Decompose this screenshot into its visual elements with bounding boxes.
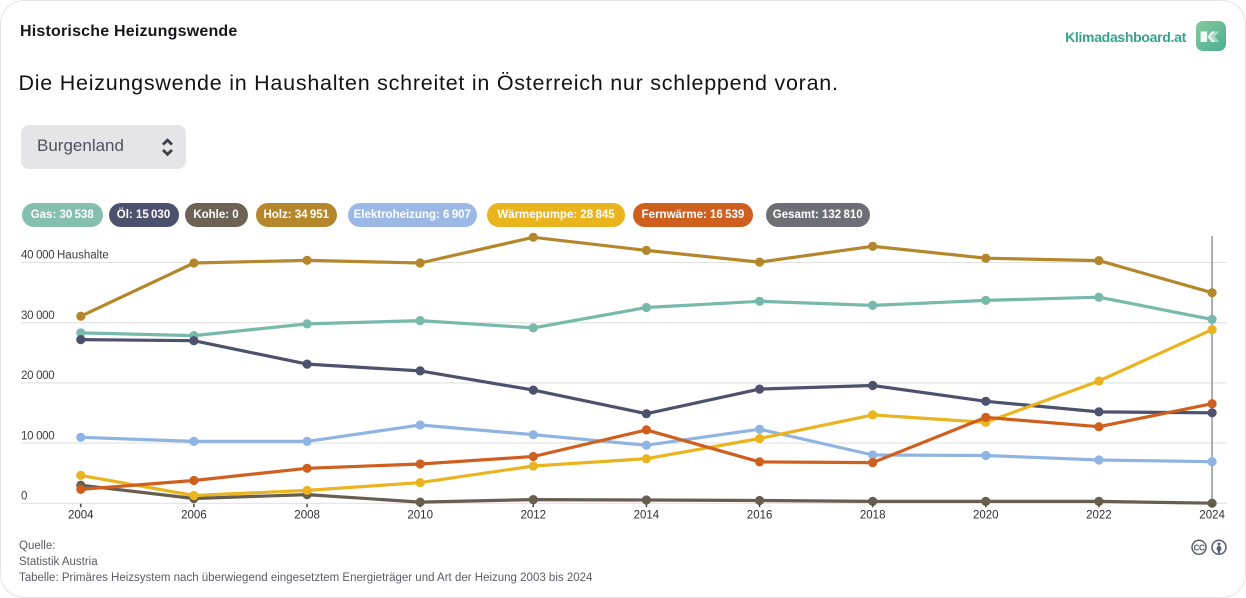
svg-text:10 000: 10 000 bbox=[21, 430, 54, 442]
svg-text:CC: CC bbox=[1194, 543, 1205, 552]
svg-text:0: 0 bbox=[21, 491, 27, 503]
svg-text:40 000: 40 000 bbox=[21, 250, 54, 262]
svg-text:2022: 2022 bbox=[1086, 510, 1112, 522]
svg-text:2020: 2020 bbox=[973, 510, 999, 522]
svg-text:2016: 2016 bbox=[747, 510, 773, 522]
svg-text:Haushalte: Haushalte bbox=[57, 250, 109, 262]
svg-text:30 000: 30 000 bbox=[21, 310, 54, 322]
svg-text:2004: 2004 bbox=[68, 510, 94, 522]
svg-text:20 000: 20 000 bbox=[21, 370, 54, 382]
svg-text:2024: 2024 bbox=[1199, 510, 1225, 522]
svg-text:2018: 2018 bbox=[860, 510, 886, 522]
svg-text:2014: 2014 bbox=[634, 510, 660, 522]
svg-text:2006: 2006 bbox=[181, 510, 207, 522]
svg-text:2010: 2010 bbox=[407, 510, 433, 522]
svg-text:2012: 2012 bbox=[521, 510, 547, 522]
svg-text:2008: 2008 bbox=[294, 510, 320, 522]
